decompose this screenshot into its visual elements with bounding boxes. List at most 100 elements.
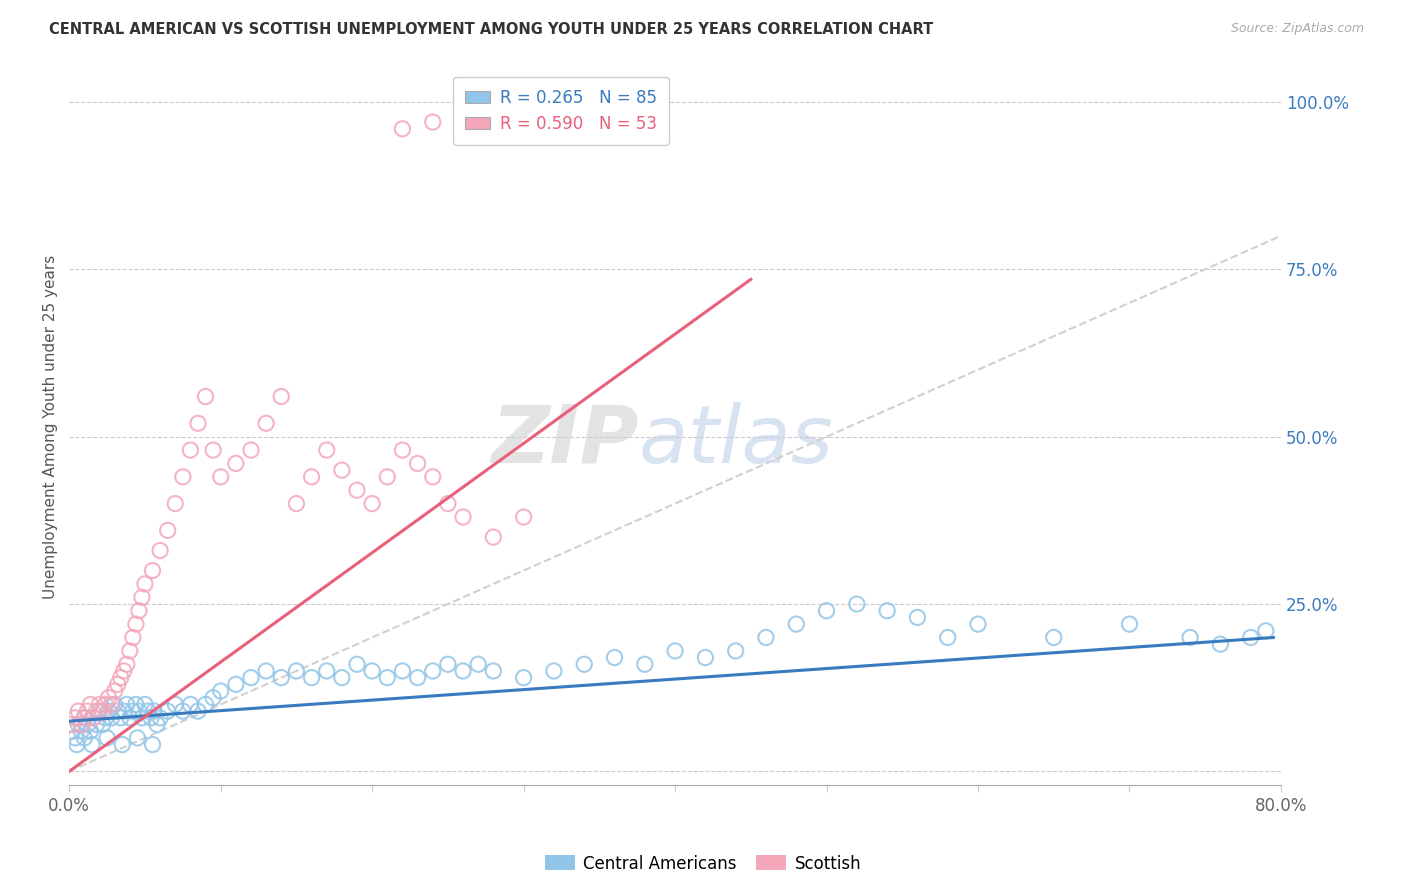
Point: [107, 704, 129, 718]
Point: [118, 711, 141, 725]
Point: [315, 664, 337, 678]
Point: [156, 704, 179, 718]
Point: [143, 704, 166, 718]
Point: [270, 671, 292, 685]
Point: [664, 644, 686, 658]
Point: [375, 671, 398, 685]
Point: [100, 698, 122, 712]
Point: [86, 717, 108, 731]
Point: [141, 738, 163, 752]
Point: [73, 711, 96, 725]
Point: [112, 704, 135, 718]
Legend: R = 0.265   N = 85, R = 0.590   N = 53: R = 0.265 N = 85, R = 0.590 N = 53: [453, 77, 668, 145]
Point: [79, 724, 101, 739]
Text: Source: ZipAtlas.com: Source: ZipAtlas.com: [1230, 22, 1364, 36]
Point: [375, 470, 398, 484]
Point: [110, 711, 132, 725]
Point: [285, 664, 308, 678]
Point: [451, 664, 474, 678]
Point: [603, 650, 626, 665]
Point: [86, 704, 108, 718]
Y-axis label: Unemployment Among Youth under 25 years: Unemployment Among Youth under 25 years: [44, 254, 58, 599]
Point: [482, 664, 505, 678]
Point: [131, 591, 153, 605]
Point: [907, 610, 929, 624]
Point: [128, 604, 150, 618]
Point: [346, 657, 368, 672]
Point: [104, 698, 127, 712]
Text: ZIP: ZIP: [491, 402, 638, 480]
Point: [134, 698, 156, 712]
Point: [437, 497, 460, 511]
Point: [73, 731, 96, 745]
Point: [422, 470, 444, 484]
Point: [70, 724, 93, 739]
Point: [467, 657, 489, 672]
Point: [240, 671, 263, 685]
Point: [406, 671, 429, 685]
Point: [330, 671, 353, 685]
Point: [301, 470, 323, 484]
Point: [149, 543, 172, 558]
Point: [97, 704, 120, 718]
Point: [179, 443, 201, 458]
Point: [115, 657, 138, 672]
Point: [422, 115, 444, 129]
Point: [346, 483, 368, 498]
Point: [512, 510, 534, 524]
Point: [82, 711, 104, 725]
Point: [1118, 617, 1140, 632]
Point: [512, 671, 534, 685]
Point: [100, 711, 122, 725]
Point: [724, 644, 747, 658]
Point: [149, 711, 172, 725]
Point: [1042, 631, 1064, 645]
Point: [254, 664, 277, 678]
Point: [270, 390, 292, 404]
Point: [391, 443, 413, 458]
Point: [187, 417, 209, 431]
Point: [1240, 631, 1263, 645]
Point: [66, 738, 89, 752]
Point: [79, 698, 101, 712]
Point: [1254, 624, 1277, 638]
Point: [194, 698, 217, 712]
Point: [225, 457, 247, 471]
Point: [187, 704, 209, 718]
Point: [67, 717, 90, 731]
Point: [209, 470, 232, 484]
Text: CENTRAL AMERICAN VS SCOTTISH UNEMPLOYMENT AMONG YOUTH UNDER 25 YEARS CORRELATION: CENTRAL AMERICAN VS SCOTTISH UNEMPLOYMEN…: [49, 22, 934, 37]
Point: [118, 644, 141, 658]
Text: atlas: atlas: [638, 402, 834, 480]
Point: [73, 711, 96, 725]
Point: [96, 731, 118, 745]
Point: [391, 664, 413, 678]
Point: [172, 704, 194, 718]
Point: [936, 631, 959, 645]
Point: [127, 731, 149, 745]
Point: [209, 684, 232, 698]
Point: [82, 711, 104, 725]
Point: [165, 698, 187, 712]
Point: [165, 497, 187, 511]
Point: [254, 417, 277, 431]
Point: [179, 698, 201, 712]
Point: [1209, 637, 1232, 651]
Point: [815, 604, 838, 618]
Point: [89, 704, 111, 718]
Legend: Central Americans, Scottish: Central Americans, Scottish: [538, 848, 868, 880]
Point: [482, 530, 505, 544]
Point: [111, 738, 134, 752]
Point: [695, 650, 717, 665]
Point: [967, 617, 990, 632]
Point: [67, 704, 90, 718]
Point: [194, 390, 217, 404]
Point: [845, 597, 868, 611]
Point: [141, 564, 163, 578]
Point: [112, 664, 135, 678]
Point: [107, 677, 129, 691]
Point: [121, 704, 143, 718]
Point: [543, 664, 565, 678]
Point: [60, 717, 83, 731]
Point: [76, 704, 98, 718]
